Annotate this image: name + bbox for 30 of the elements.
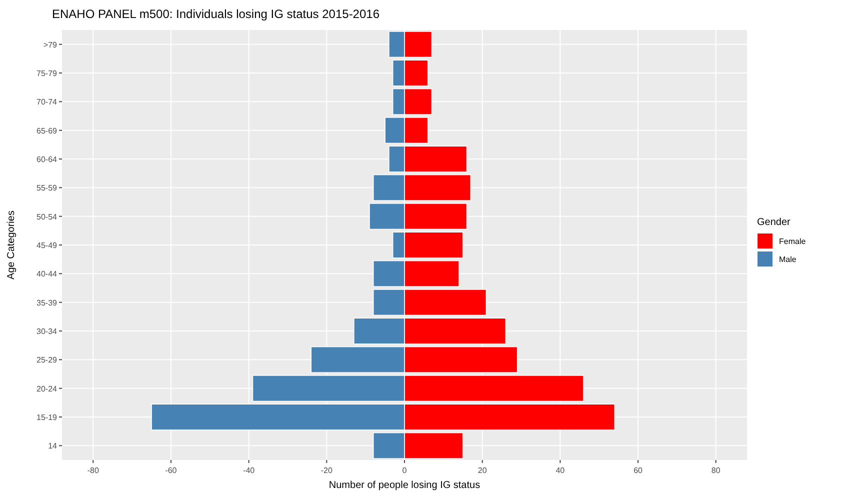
x-tick-label: -60 <box>165 466 178 475</box>
y-tick-label: 40-44 <box>36 270 58 279</box>
y-tick-label: 50-54 <box>36 212 58 222</box>
y-tick-label: 14 <box>48 442 58 451</box>
legend-label: Male <box>779 255 797 264</box>
x-tick-label: 40 <box>556 466 566 475</box>
x-tick-label: 0 <box>402 466 408 475</box>
x-tick-label: 20 <box>478 466 488 475</box>
x-tick-label: -80 <box>87 466 100 475</box>
y-tick-label: 65-69 <box>36 126 58 136</box>
y-tick-label: 70-74 <box>36 98 58 107</box>
y-tick-label: 20-24 <box>36 384 58 394</box>
y-tick-label: 30-34 <box>36 327 58 336</box>
y-tick-label: 75-79 <box>36 69 58 78</box>
x-tick-label: 80 <box>711 466 721 475</box>
y-tick-label: 35-39 <box>36 298 58 308</box>
y-tick-label: 55-59 <box>36 184 58 193</box>
y-tick-label: 15-19 <box>36 413 58 422</box>
legend-label: Female <box>779 237 806 246</box>
y-axis-title: Age Categories <box>6 210 17 280</box>
x-axis-title: Number of people losing IG status <box>328 480 480 491</box>
y-tick-label: 45-49 <box>36 241 58 250</box>
x-tick-label: -40 <box>243 466 256 475</box>
y-tick-label: 25-29 <box>36 356 58 365</box>
x-tick-label: -20 <box>320 466 333 475</box>
y-tick-label: 60-64 <box>36 155 58 164</box>
x-tick-label: 60 <box>634 466 644 475</box>
y-tick-label: >79 <box>43 40 58 50</box>
chart-title: ENAHO PANEL m500: Individuals losing IG status 2015-2016 <box>52 7 380 21</box>
legend-title: Gender <box>757 217 792 228</box>
